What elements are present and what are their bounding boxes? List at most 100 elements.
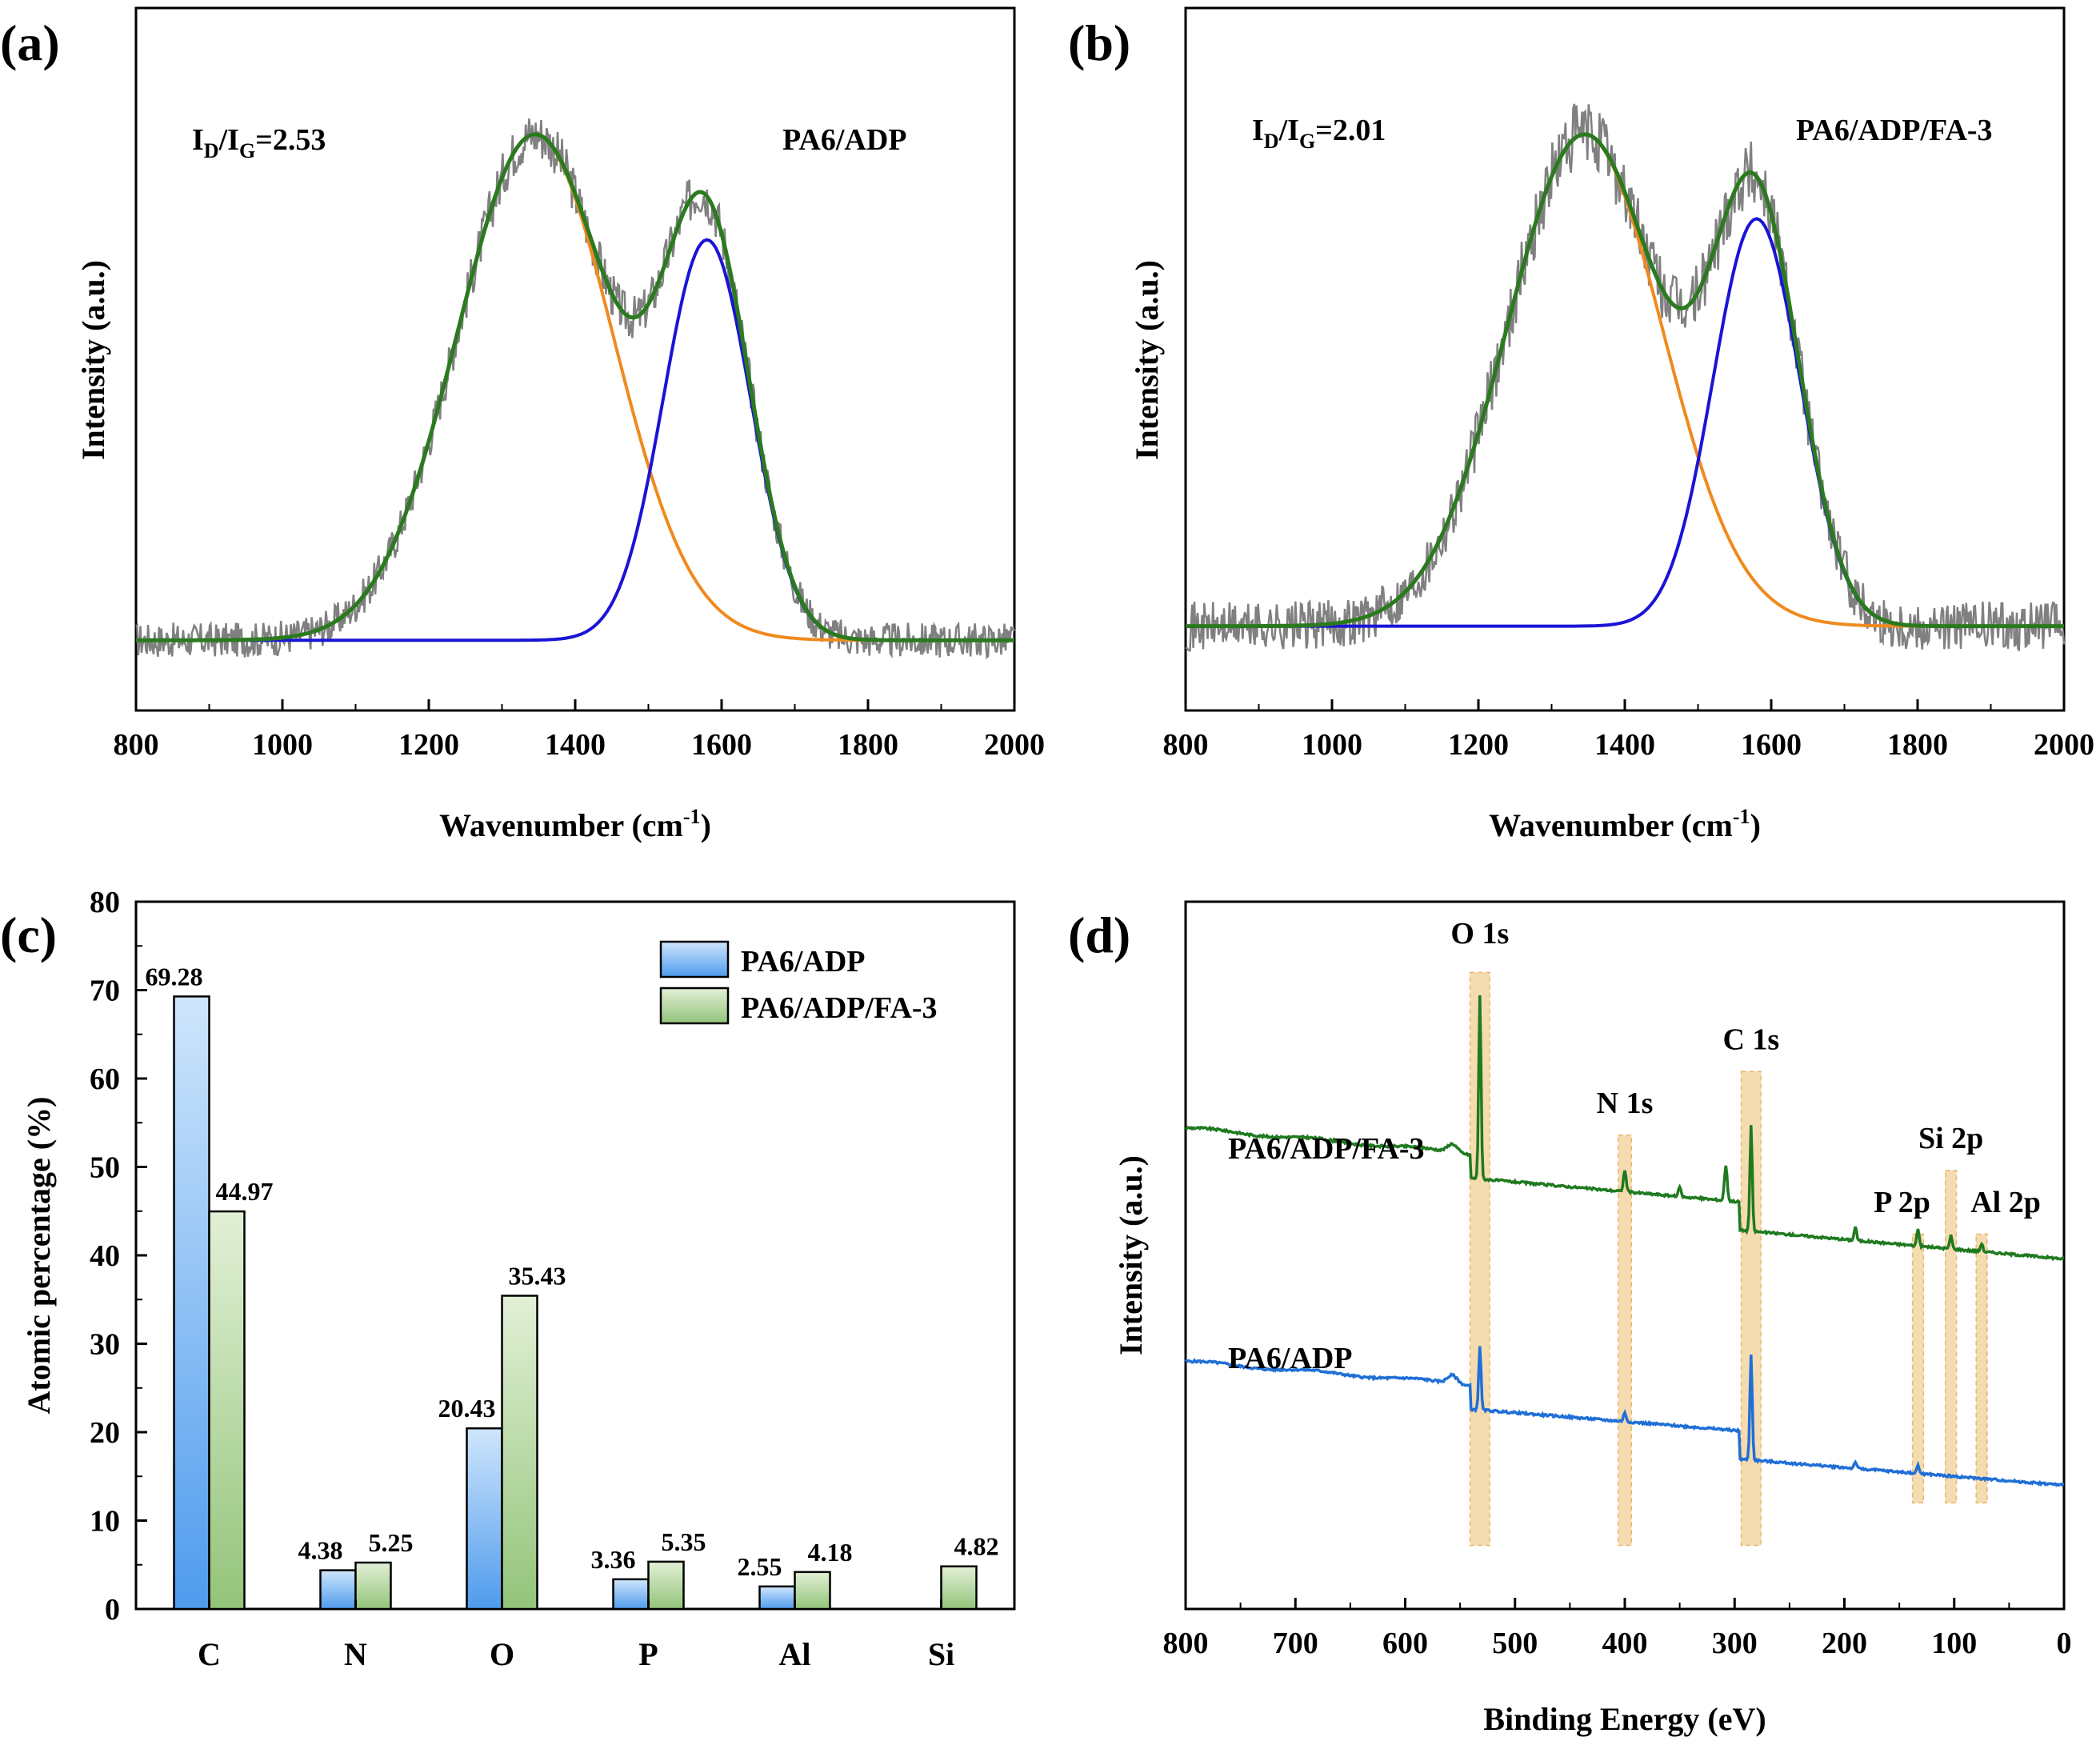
x-tick-label: 2000 xyxy=(984,728,1045,762)
bar-pa6-adp-fa-3-p xyxy=(647,1560,685,1611)
x-tick-label: 1000 xyxy=(1302,728,1362,762)
bar-pa6-adp-al xyxy=(758,1585,796,1611)
legend-label-adp: PA6/ADP xyxy=(741,945,866,979)
bar-pa6-adp-fa-3-c xyxy=(208,1210,246,1611)
peak-label: N 1s xyxy=(1597,1087,1654,1120)
x-tick-label: 1400 xyxy=(1594,728,1655,762)
y-tick-label: 0 xyxy=(105,1593,120,1627)
data-label: 20.43 xyxy=(438,1394,496,1423)
y-tick-label: 70 xyxy=(90,975,120,1008)
panel-label-a: (a) xyxy=(0,14,60,71)
spectra-a xyxy=(135,118,1016,660)
bar-pa6-adp-fa-3-si xyxy=(940,1565,978,1611)
data-label: 4.38 xyxy=(298,1536,343,1565)
x-tick-label: 300 xyxy=(1712,1627,1758,1660)
y-tick-label: 40 xyxy=(90,1239,120,1273)
bar-pa6-adp-o xyxy=(466,1427,503,1611)
x-tick-label: 1800 xyxy=(838,728,898,762)
peak-label: O 1s xyxy=(1450,917,1509,951)
category-label: Si xyxy=(928,1636,954,1672)
x-ticks-d: 800 700 600 500 400 300 200 100 0 xyxy=(1163,1598,2072,1660)
y-tick-label: 20 xyxy=(90,1416,120,1450)
x-tick-label: 1000 xyxy=(252,728,313,762)
x-tick-label: 700 xyxy=(1273,1627,1318,1660)
xps-panel-d: (d) 800 700 600 500 400 300 200 100 0 O 1s N 1s C … xyxy=(1068,900,2072,1737)
y-tick-label: 50 xyxy=(90,1151,120,1185)
x-tick-label: 800 xyxy=(1163,1627,1209,1660)
x-tick-label: 800 xyxy=(1163,728,1209,762)
cumulative-fit-line xyxy=(136,132,1014,642)
category-label: P xyxy=(638,1636,658,1672)
bar-pa6-adp-fa-3-o xyxy=(501,1295,538,1611)
x-tick-label: 200 xyxy=(1822,1627,1867,1660)
legend-swatch-adp-fa xyxy=(659,987,730,1025)
g-band-fit-line xyxy=(136,238,1014,642)
x-tick-label: 1800 xyxy=(1887,728,1948,762)
legend-c: PA6/ADP PA6/ADP/FA-3 xyxy=(659,940,938,1025)
x-tick-label: 1200 xyxy=(398,728,459,762)
y-tick-label: 30 xyxy=(90,1328,120,1362)
bar-panel-c: (c) 0 10 20 30 40 50 60 70 80 69.28 44.97 4.38 5.25… xyxy=(0,886,1016,1672)
bars-c: 69.28 44.97 4.38 5.25 20.43 35.43 3.36 5.35 2.55… xyxy=(146,962,999,1611)
x-ticks-a: 800 1000 1200 1400 1600 1800 2000 xyxy=(114,699,1045,762)
y-axis-label-d: Intensity (a.u.) xyxy=(1113,1155,1149,1355)
x-tick-label: 1600 xyxy=(1741,728,1802,762)
sample-label-b: PA6/ADP/FA-3 xyxy=(1796,114,1993,147)
peak-labels-d: O 1s N 1s C 1s P 2p Si 2p Al 2p xyxy=(1450,917,2040,1219)
x-ticks-b: 800 1000 1200 1400 1600 1800 2000 xyxy=(1163,699,2094,762)
bar-pa6-adp-n xyxy=(319,1569,357,1611)
y-tick-label: 80 xyxy=(90,886,120,919)
data-label: 4.82 xyxy=(954,1532,999,1561)
g-band-fit-line xyxy=(1186,217,2064,628)
peak-highlight-band xyxy=(1975,1233,1988,1504)
xps-spectra-d xyxy=(1184,995,2065,1487)
y-axis-label-a: Intensity (a.u.) xyxy=(75,260,111,460)
data-label: 5.35 xyxy=(662,1527,706,1556)
spectra-b xyxy=(1185,103,2066,652)
series-label-adp-fa: PA6/ADP/FA-3 xyxy=(1228,1132,1425,1166)
bar-pa6-adp-c xyxy=(173,995,210,1611)
sample-label-a: PA6/ADP xyxy=(782,123,907,157)
data-label: 2.55 xyxy=(738,1552,782,1581)
data-label: 5.25 xyxy=(369,1528,414,1557)
y-ticks-c: 0 10 20 30 40 50 60 70 80 xyxy=(90,886,147,1627)
y-axis-label-c: Atomic percentage (%) xyxy=(21,1097,57,1415)
x-axis-label-a: Wavenumber (cm-1) xyxy=(439,805,711,843)
x-tick-label: 500 xyxy=(1492,1627,1538,1660)
legend-label-adp-fa: PA6/ADP/FA-3 xyxy=(741,991,938,1025)
x-tick-label: 2000 xyxy=(2034,728,2094,762)
x-categories-c: C N O P Al Si xyxy=(198,1599,954,1672)
y-tick-label: 60 xyxy=(90,1063,120,1096)
category-label: Al xyxy=(779,1636,811,1672)
category-label: O xyxy=(490,1636,514,1672)
legend-swatch-adp xyxy=(659,940,730,979)
d-band-fit-line xyxy=(136,133,1014,642)
series-label-adp: PA6/ADP xyxy=(1228,1342,1353,1375)
data-label: 44.97 xyxy=(216,1177,274,1206)
x-tick-label: 0 xyxy=(2057,1627,2072,1660)
peak-label: Si 2p xyxy=(1918,1122,1983,1155)
peak-highlight-band xyxy=(1945,1170,1958,1504)
peak-highlight-band xyxy=(1618,1134,1632,1547)
y-tick-label: 10 xyxy=(90,1505,120,1539)
x-tick-label: 800 xyxy=(114,728,159,762)
raman-panel-a: (a) 800 1000 1200 1400 1600 1800 2000 ID/IG=2.… xyxy=(0,6,1045,843)
bar-pa6-adp-p xyxy=(612,1578,650,1611)
x-tick-label: 100 xyxy=(1931,1627,1977,1660)
xps-line-pa6-adp-fa-3 xyxy=(1185,995,2065,1262)
ratio-label-a: ID/IG=2.53 xyxy=(192,123,326,162)
bar-pa6-adp-fa-3-n xyxy=(354,1561,392,1611)
panel-label-c: (c) xyxy=(0,907,57,963)
category-label: C xyxy=(198,1636,221,1672)
ratio-label-b: ID/IG=2.01 xyxy=(1252,114,1386,153)
data-label: 3.36 xyxy=(591,1545,636,1574)
data-label: 69.28 xyxy=(146,962,203,991)
x-tick-label: 1600 xyxy=(691,728,752,762)
x-tick-label: 1200 xyxy=(1448,728,1509,762)
panel-label-d: (d) xyxy=(1068,907,1130,963)
plot-frame-a xyxy=(134,6,1016,712)
peak-label: P 2p xyxy=(1874,1186,1930,1219)
raw-spectrum-line xyxy=(1185,103,2066,652)
panel-label-b: (b) xyxy=(1068,14,1130,71)
